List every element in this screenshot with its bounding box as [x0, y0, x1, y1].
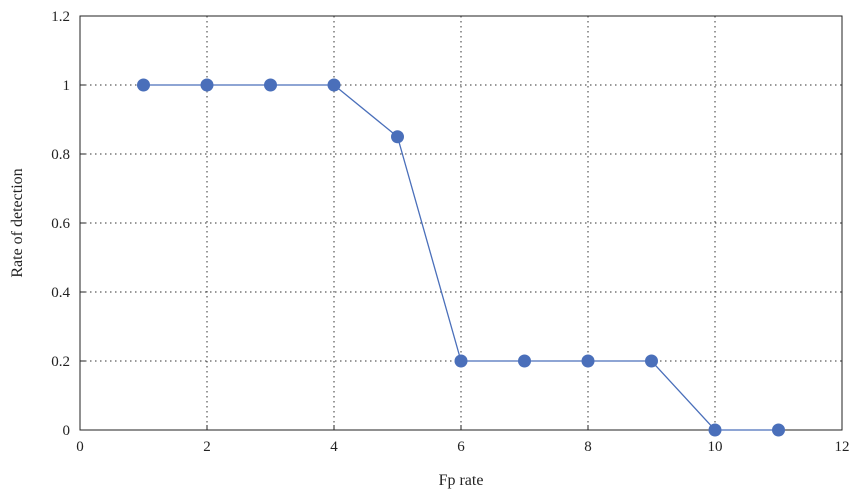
data-point [581, 354, 595, 368]
x-tick-label: 10 [708, 439, 723, 455]
data-point [327, 78, 341, 92]
y-tick-label: 0.8 [51, 147, 70, 163]
data-point [264, 78, 277, 92]
grid-lines [80, 16, 842, 430]
data-point [454, 354, 468, 368]
y-tick-label: 1.2 [51, 9, 70, 25]
data-point [200, 78, 214, 92]
axis-ticks: 0 2 4 6 8 10 12 0 0.2 0.4 0.6 0.8 1 1.2 [51, 9, 849, 455]
x-tick-label: 0 [76, 439, 84, 455]
data-point [645, 354, 658, 368]
data-series [137, 78, 785, 437]
x-axis-title: Fp rate [439, 472, 484, 489]
data-point [708, 423, 722, 437]
data-point [518, 354, 531, 368]
y-axis-title: Rate of detection [9, 168, 26, 277]
x-tick-label: 6 [457, 439, 465, 455]
data-point [772, 423, 785, 437]
y-tick-label: 0.4 [51, 285, 70, 301]
y-tick-label: 1 [63, 78, 71, 94]
x-tick-label: 2 [203, 439, 211, 455]
y-tick-label: 0.2 [51, 354, 70, 370]
x-tick-label: 12 [835, 439, 850, 455]
data-point [391, 130, 404, 144]
y-tick-label: 0.6 [51, 216, 70, 232]
x-tick-label: 4 [330, 439, 338, 455]
y-tick-label: 0 [63, 423, 71, 439]
x-tick-label: 8 [584, 439, 592, 455]
data-point [137, 78, 150, 92]
